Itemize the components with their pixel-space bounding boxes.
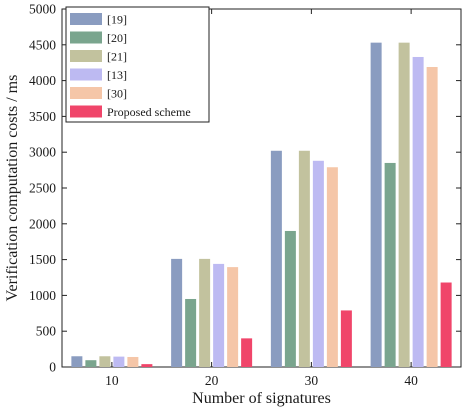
bar bbox=[340, 310, 352, 367]
bar bbox=[312, 160, 324, 367]
x-tick-label: 30 bbox=[305, 373, 319, 388]
y-tick-label: 1500 bbox=[29, 252, 56, 267]
bar bbox=[412, 56, 424, 368]
legend-label: [20] bbox=[107, 31, 127, 45]
y-tick-label: 2500 bbox=[29, 181, 56, 196]
bar bbox=[199, 258, 211, 367]
bar bbox=[185, 298, 197, 367]
bar bbox=[384, 162, 396, 367]
bar bbox=[270, 150, 282, 367]
legend-swatch bbox=[70, 87, 102, 99]
bar bbox=[298, 150, 310, 367]
bar bbox=[71, 356, 83, 367]
legend-label: [30] bbox=[107, 87, 127, 101]
legend-swatch bbox=[70, 68, 102, 81]
legend-label: Proposed scheme bbox=[107, 105, 191, 119]
bar bbox=[141, 364, 153, 367]
y-tick-label: 4000 bbox=[29, 73, 56, 88]
bar bbox=[326, 167, 338, 367]
legend-label: [13] bbox=[107, 68, 127, 82]
legend-swatch bbox=[70, 13, 102, 25]
legend-swatch bbox=[70, 31, 102, 44]
bar bbox=[241, 338, 253, 367]
bar bbox=[370, 42, 382, 367]
bar bbox=[99, 356, 111, 367]
bars bbox=[71, 42, 452, 368]
bar bbox=[398, 42, 410, 367]
y-tick-label: 4500 bbox=[29, 37, 56, 52]
bar bbox=[85, 360, 97, 367]
y-axis: 0 500 1000 1500 2000 2500 3000 3500 4000 4500 5000 bbox=[29, 2, 461, 375]
y-tick-label: 0 bbox=[49, 360, 56, 375]
bar bbox=[426, 66, 438, 367]
y-tick-label: 5000 bbox=[29, 2, 56, 17]
bar bbox=[127, 356, 139, 367]
legend-label: [19] bbox=[107, 13, 127, 27]
y-tick-label: 500 bbox=[36, 324, 57, 339]
bar bbox=[171, 258, 183, 367]
y-axis-label: Verification computation costs / ms bbox=[4, 75, 21, 302]
bar bbox=[227, 267, 239, 367]
bar bbox=[213, 263, 225, 367]
bar bbox=[113, 356, 125, 367]
legend-box bbox=[65, 6, 210, 123]
x-axis: 10 20 30 40 bbox=[105, 9, 418, 388]
y-tick-label: 3000 bbox=[29, 145, 56, 160]
y-tick-label: 2000 bbox=[29, 216, 56, 231]
legend-swatch bbox=[70, 50, 102, 62]
x-tick-label: 10 bbox=[105, 373, 119, 388]
legend-label: [21] bbox=[107, 50, 127, 64]
x-tick-label: 20 bbox=[205, 373, 219, 388]
y-tick-label: 1000 bbox=[29, 288, 56, 303]
x-axis-label: Number of signatures bbox=[192, 390, 331, 407]
bar bbox=[284, 230, 296, 367]
y-tick-label: 3500 bbox=[29, 109, 56, 124]
bar bbox=[440, 282, 452, 367]
legend: [19] [20] [21] [13] [30] Proposed scheme bbox=[65, 6, 210, 123]
legend-swatch bbox=[70, 105, 102, 118]
x-tick-label: 40 bbox=[404, 373, 418, 388]
